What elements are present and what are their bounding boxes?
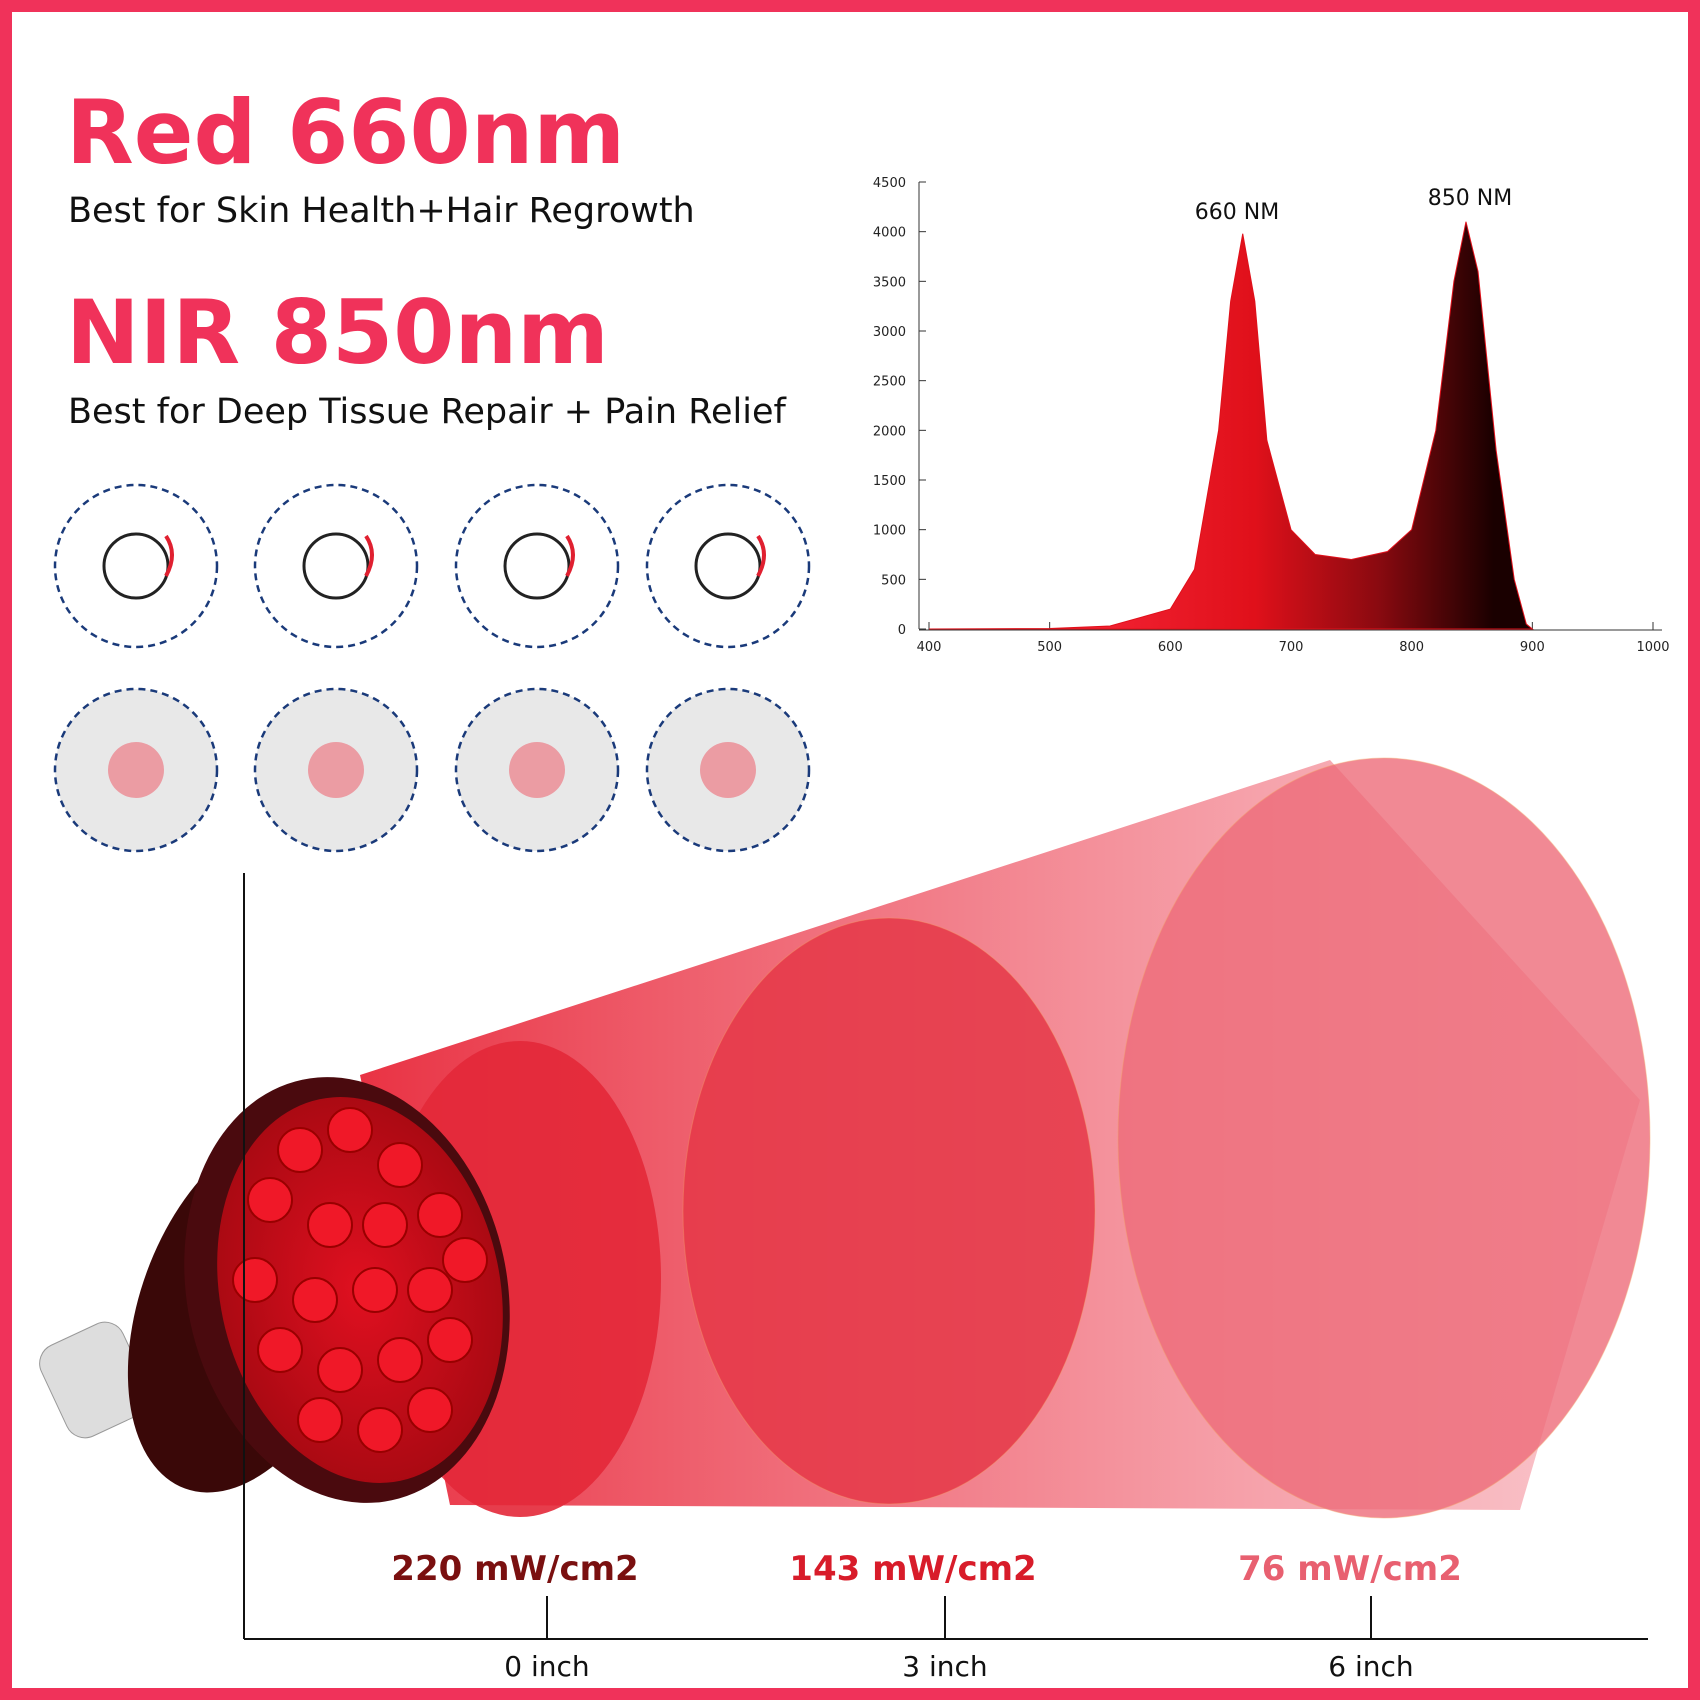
peak-label: 660 NM (1195, 200, 1279, 225)
led (377, 1337, 423, 1383)
icon-glyph (302, 532, 370, 600)
icon-glyph (694, 532, 762, 600)
nir-subtitle: Best for Deep Tissue Repair + Pain Relie… (68, 392, 786, 432)
led (417, 1192, 463, 1238)
distance-label: 6 inch (1328, 1650, 1413, 1683)
y-tick-label: 2500 (873, 375, 906, 390)
icon-ring (645, 687, 811, 853)
icon-glow (108, 742, 164, 798)
distance-label: 0 inch (504, 1650, 589, 1683)
icon-glyph (102, 532, 170, 600)
led (232, 1257, 278, 1303)
peak-label: 850 NM (1428, 186, 1512, 211)
icon-ring (645, 483, 811, 649)
x-tick-label: 600 (1158, 640, 1183, 655)
led (247, 1177, 293, 1223)
led (257, 1327, 303, 1373)
led (357, 1407, 403, 1453)
spot (1117, 757, 1651, 1519)
led (427, 1317, 473, 1363)
led (327, 1107, 373, 1153)
led (277, 1127, 323, 1173)
y-tick-label: 0 (898, 623, 906, 638)
icon-glow (700, 742, 756, 798)
icon-ring (53, 687, 219, 853)
led (297, 1397, 343, 1443)
icon-accent (565, 534, 575, 577)
irradiance-label: 143 mW/cm2 (789, 1549, 1036, 1589)
icon-ring (454, 687, 620, 853)
nir-title: NIR 850nm (66, 281, 609, 384)
icons (53, 483, 811, 853)
icon-ring (253, 483, 419, 649)
led (307, 1202, 353, 1248)
x-tick-label: 500 (1037, 640, 1062, 655)
led (377, 1142, 423, 1188)
irradiance-label: 76 mW/cm2 (1238, 1549, 1462, 1589)
icon-accent (364, 534, 374, 577)
icon-ring (454, 483, 620, 649)
led (407, 1267, 453, 1313)
y-tick-label: 3000 (873, 325, 906, 340)
led (362, 1202, 408, 1248)
distance-label: 3 inch (902, 1650, 987, 1683)
x-tick-label: 400 (917, 640, 942, 655)
red-subtitle: Best for Skin Health+Hair Regrowth (68, 191, 695, 231)
y-tick-label: 500 (881, 573, 906, 588)
spot (682, 917, 1096, 1505)
led (317, 1347, 363, 1393)
leds (232, 1107, 488, 1453)
x-tick-label: 1000 (1636, 640, 1669, 655)
y-tick-label: 3500 (873, 275, 906, 290)
y-tick-label: 4000 (873, 226, 906, 241)
icon-glow (509, 742, 565, 798)
spectrum-area (928, 221, 1534, 630)
y-tick-label: 2000 (873, 424, 906, 439)
y-tick-label: 1500 (873, 474, 906, 489)
x-tick-label: 900 (1520, 640, 1545, 655)
icon-accent (756, 534, 766, 577)
x-tick-label: 800 (1399, 640, 1424, 655)
light-cone (360, 757, 1651, 1519)
icon-accent (164, 534, 174, 577)
icon-ring (53, 483, 219, 649)
x-tick-label: 700 (1279, 640, 1304, 655)
icon-glyph (503, 532, 571, 600)
distance-labels: 220 mW/cm2 0 inch 143 mW/cm2 3 inch 76 mW/cm… (391, 1549, 1462, 1683)
led (407, 1387, 453, 1433)
y-tick-label: 1000 (873, 524, 906, 539)
led (352, 1267, 398, 1313)
red-title: Red 660nm (66, 81, 625, 184)
icon-ring (253, 687, 419, 853)
led (442, 1237, 488, 1283)
icon-glow (308, 742, 364, 798)
irradiance-label: 220 mW/cm2 (391, 1549, 638, 1589)
led (292, 1277, 338, 1323)
bulb (39, 1077, 510, 1503)
y-tick-label: 4500 (873, 176, 906, 191)
